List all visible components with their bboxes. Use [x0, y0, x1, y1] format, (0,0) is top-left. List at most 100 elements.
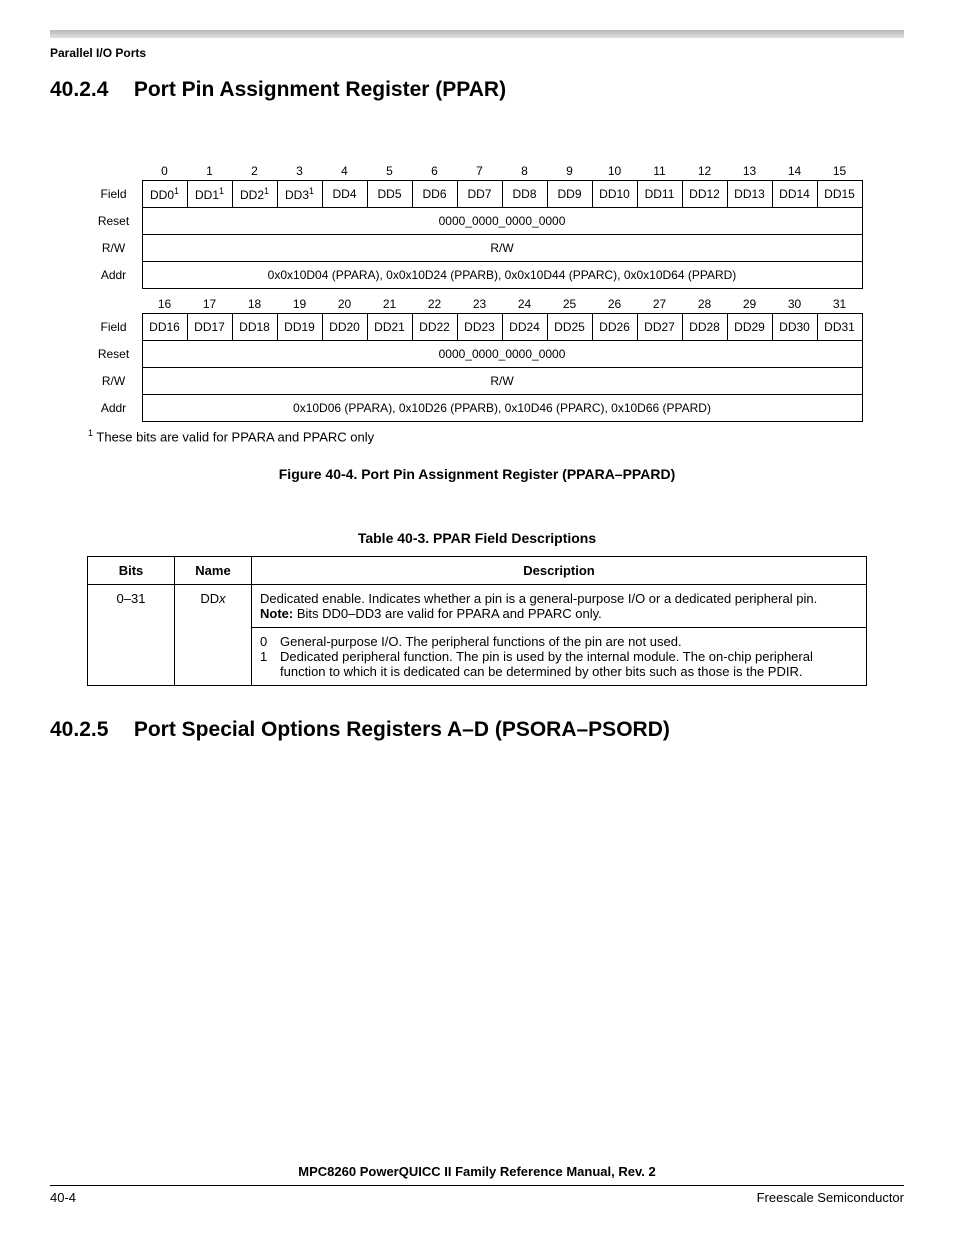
page-footer: MPC8260 PowerQUICC II Family Reference M… — [50, 1164, 904, 1205]
header-bar — [50, 30, 904, 38]
desc-description: Dedicated enable. Indicates whether a pi… — [252, 585, 867, 686]
rw-value: R/W — [142, 368, 862, 395]
field-cell: DD24 — [502, 314, 547, 341]
desc-row: 0–31 DDx Dedicated enable. Indicates whe… — [88, 585, 867, 686]
field-cell: DD16 — [142, 314, 187, 341]
field-cell: DD21 — [232, 181, 277, 208]
field-cell: DD29 — [727, 314, 772, 341]
field-row: FieldDD01DD11DD21DD31DD4DD5DD6DD7DD8DD9D… — [92, 181, 863, 208]
section-title-2: Port Special Options Registers A–D (PSOR… — [134, 718, 670, 741]
field-cell: DD19 — [277, 314, 322, 341]
field-cell: DD28 — [682, 314, 727, 341]
field-cell: DD11 — [187, 181, 232, 208]
header-label: Parallel I/O Ports — [50, 46, 904, 60]
register-block-top: 0123456789101112131415FieldDD01DD11DD21D… — [50, 162, 904, 289]
field-cell: DD18 — [232, 314, 277, 341]
desc-option-1: 1 Dedicated peripheral function. The pin… — [260, 649, 858, 679]
figure-caption: Figure 40-4. Port Pin Assignment Registe… — [50, 466, 904, 482]
bit-number: 26 — [592, 295, 637, 314]
bit-number: 6 — [412, 162, 457, 181]
bit-number: 12 — [682, 162, 727, 181]
footer-manual-title: MPC8260 PowerQUICC II Family Reference M… — [50, 1164, 904, 1179]
field-row: FieldDD16DD17DD18DD19DD20DD21DD22DD23DD2… — [92, 314, 863, 341]
rw-value: R/W — [142, 235, 862, 262]
bit-number: 11 — [637, 162, 682, 181]
bit-number: 14 — [772, 162, 817, 181]
bit-number: 7 — [457, 162, 502, 181]
footnote-text: These bits are valid for PPARA and PPARC… — [96, 429, 374, 444]
register-block-bottom: 16171819202122232425262728293031FieldDD1… — [50, 295, 904, 422]
bit-number: 22 — [412, 295, 457, 314]
footnote-marker: 1 — [88, 428, 93, 438]
description-table: Bits Name Description 0–31 DDx Dedicated… — [87, 556, 867, 686]
reset-value: 0000_0000_0000_0000 — [142, 208, 862, 235]
desc-header-row: Bits Name Description — [88, 557, 867, 585]
addr-row: Addr0x10D06 (PPARA), 0x10D26 (PPARB), 0x… — [92, 395, 863, 422]
field-cell: DD25 — [547, 314, 592, 341]
bit-number: 10 — [592, 162, 637, 181]
footnote: 1 These bits are valid for PPARA and PPA… — [88, 428, 904, 444]
rw-row: R/WR/W — [92, 235, 863, 262]
field-cell: DD10 — [592, 181, 637, 208]
bit-number-row: 0123456789101112131415 — [92, 162, 863, 181]
reset-row: Reset0000_0000_0000_0000 — [92, 341, 863, 368]
footer-page-number: 40-4 — [50, 1190, 76, 1205]
desc-bits: 0–31 — [88, 585, 175, 686]
desc-opt1-text: Dedicated peripheral function. The pin i… — [280, 649, 858, 679]
bit-number: 15 — [817, 162, 862, 181]
desc-header-description: Description — [252, 557, 867, 585]
section-title-1: Port Pin Assignment Register (PPAR) — [134, 78, 506, 101]
bit-number: 0 — [142, 162, 187, 181]
field-cell: DD13 — [727, 181, 772, 208]
addr-value: 0x10D06 (PPARA), 0x10D26 (PPARB), 0x10D4… — [142, 395, 862, 422]
field-cell: DD30 — [772, 314, 817, 341]
bit-number: 24 — [502, 295, 547, 314]
bit-number: 1 — [187, 162, 232, 181]
reset-row: Reset0000_0000_0000_0000 — [92, 208, 863, 235]
field-cell: DD22 — [412, 314, 457, 341]
bit-number: 9 — [547, 162, 592, 181]
field-cell: DD15 — [817, 181, 862, 208]
desc-top-text: Dedicated enable. Indicates whether a pi… — [260, 591, 817, 606]
desc-note-label: Note: — [260, 606, 297, 621]
bit-number: 23 — [457, 295, 502, 314]
bit-number: 29 — [727, 295, 772, 314]
field-cell: DD20 — [322, 314, 367, 341]
field-cell: DD6 — [412, 181, 457, 208]
table-caption: Table 40-3. PPAR Field Descriptions — [50, 530, 904, 546]
bit-number: 17 — [187, 295, 232, 314]
field-cell: DD21 — [367, 314, 412, 341]
rw-row: R/WR/W — [92, 368, 863, 395]
field-cell: DD17 — [187, 314, 232, 341]
bit-number: 5 — [367, 162, 412, 181]
reset-value: 0000_0000_0000_0000 — [142, 341, 862, 368]
section-number-2: 40.2.5 — [50, 718, 128, 742]
field-cell: DD26 — [592, 314, 637, 341]
addr-value: 0x0x10D04 (PPARA), 0x0x10D24 (PPARB), 0x… — [142, 262, 862, 289]
field-cell: DD31 — [277, 181, 322, 208]
section-number-1: 40.2.4 — [50, 78, 128, 102]
field-cell: DD01 — [142, 181, 187, 208]
field-cell: DD9 — [547, 181, 592, 208]
bit-number: 16 — [142, 295, 187, 314]
bit-number-row: 16171819202122232425262728293031 — [92, 295, 863, 314]
bit-number: 2 — [232, 162, 277, 181]
field-cell: DD4 — [322, 181, 367, 208]
bit-number: 25 — [547, 295, 592, 314]
field-cell: DD7 — [457, 181, 502, 208]
bit-number: 3 — [277, 162, 322, 181]
field-cell: DD12 — [682, 181, 727, 208]
bit-number: 19 — [277, 295, 322, 314]
bit-number: 13 — [727, 162, 772, 181]
desc-header-bits: Bits — [88, 557, 175, 585]
bit-number: 4 — [322, 162, 367, 181]
bit-number: 28 — [682, 295, 727, 314]
bit-number: 8 — [502, 162, 547, 181]
bit-number: 31 — [817, 295, 862, 314]
bit-number: 21 — [367, 295, 412, 314]
field-cell: DD23 — [457, 314, 502, 341]
section-heading-2: 40.2.5 Port Special Options Registers A–… — [50, 718, 904, 742]
desc-option-0: 0 General-purpose I/O. The peripheral fu… — [260, 634, 858, 649]
addr-row: Addr0x0x10D04 (PPARA), 0x0x10D24 (PPARB)… — [92, 262, 863, 289]
desc-name: DDx — [175, 585, 252, 686]
